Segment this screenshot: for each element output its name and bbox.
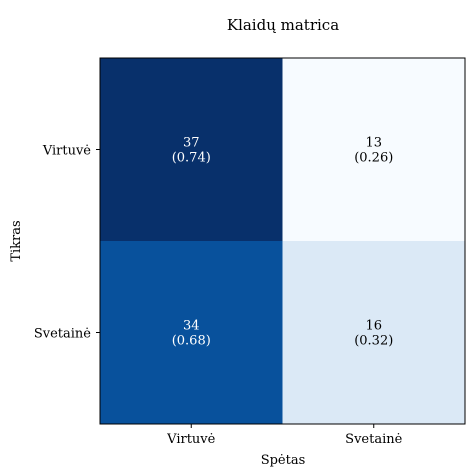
y-tick-label: Virtuvė bbox=[42, 144, 91, 159]
cell-ratio-label: (0.32) bbox=[354, 334, 393, 349]
cell-count-label: 13 bbox=[365, 136, 382, 151]
plot-frame bbox=[99, 57, 466, 425]
cell-ratio-label: (0.68) bbox=[172, 334, 211, 349]
heatmap-cell-r0-c1 bbox=[282, 58, 465, 241]
heatmap-cell-r1-c0 bbox=[100, 241, 283, 424]
cell-count-label: 34 bbox=[183, 319, 200, 334]
chart-title: Klaidų matrica bbox=[227, 16, 339, 34]
x-tick-label: Virtuvė bbox=[166, 432, 215, 447]
heatmap-cell-r0-c0 bbox=[100, 58, 283, 241]
x-tick-label: Svetainė bbox=[345, 432, 402, 447]
cell-count-label: 16 bbox=[365, 319, 382, 334]
cell-ratio-label: (0.26) bbox=[354, 151, 393, 166]
y-tick-label: Svetainė bbox=[34, 327, 91, 342]
x-axis-label: Spėtas bbox=[261, 453, 306, 468]
cell-ratio-label: (0.74) bbox=[172, 151, 211, 166]
y-axis-label: Tikras bbox=[9, 220, 24, 261]
cell-count-label: 37 bbox=[183, 136, 200, 151]
heatmap-cell-r1-c1 bbox=[282, 241, 465, 424]
